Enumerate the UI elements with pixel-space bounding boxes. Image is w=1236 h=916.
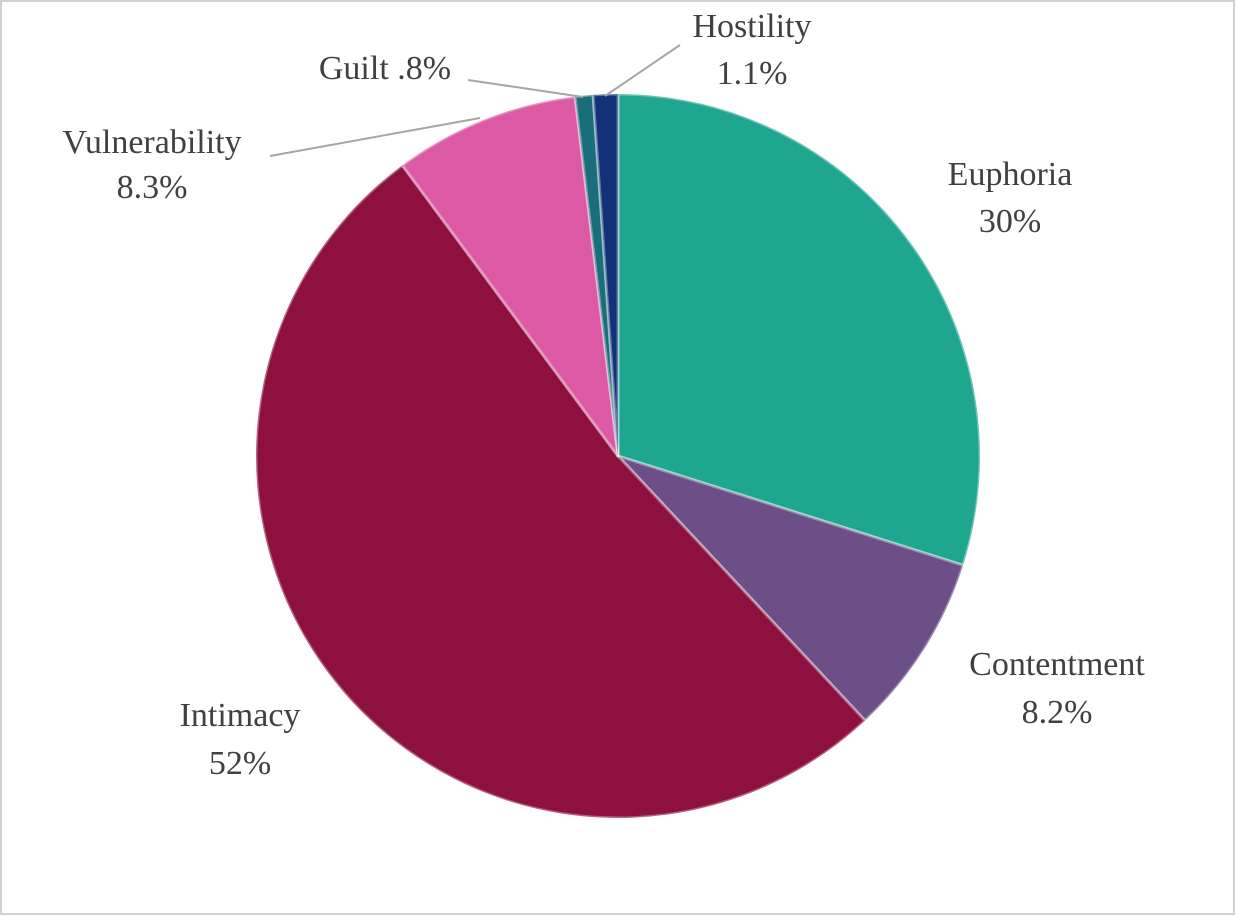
pie-slice: [591, 92, 620, 458]
value-label: 8.3%: [117, 169, 188, 206]
category-label: Contentment: [969, 646, 1145, 683]
value-label: 30%: [979, 203, 1041, 240]
data-label: Guilt .8%: [319, 50, 451, 87]
pie-slice: [616, 92, 982, 567]
pie-slice: [254, 163, 867, 820]
value-label: 8.2%: [1022, 694, 1093, 731]
pie-slice: [616, 454, 965, 723]
labels: Euphoria 30% Contentment 8.2% Intimacy 52% Vul…: [62, 8, 1145, 782]
value-label: .8%: [397, 50, 451, 87]
pie-slice: [400, 95, 620, 458]
category-label: Guilt: [319, 50, 389, 87]
category-label: Vulnerability: [62, 124, 241, 161]
value-label: 1.1%: [717, 55, 788, 92]
leader-line: [467, 79, 584, 98]
category-label: Euphoria: [948, 156, 1073, 193]
leader-line: [269, 117, 481, 157]
value-label: 52%: [209, 745, 271, 782]
leader-line: [604, 44, 681, 97]
category-label: Hostility: [692, 8, 811, 45]
pie: [254, 92, 982, 820]
category-label: Intimacy: [180, 697, 301, 734]
